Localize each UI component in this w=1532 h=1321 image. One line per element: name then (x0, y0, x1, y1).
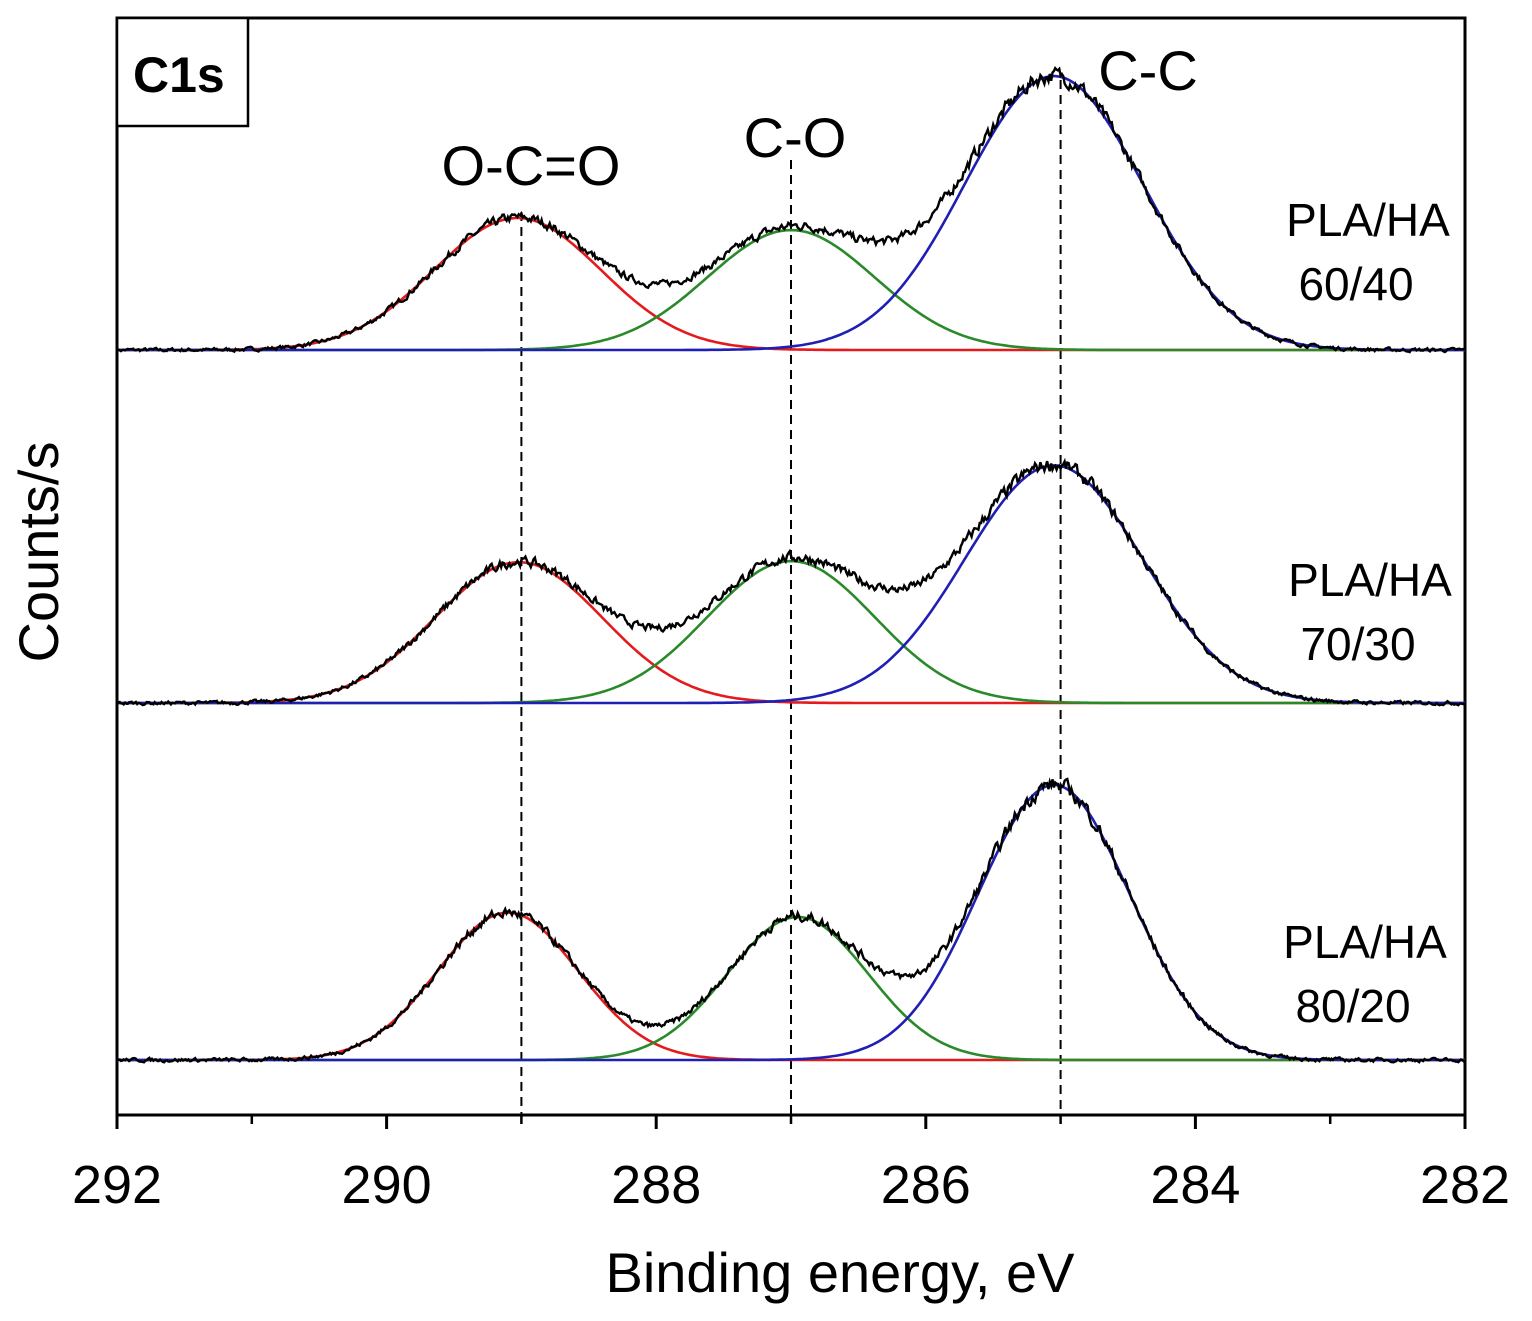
annotations: O-C=O C-O C-C PLA/HA 60/40 PLA/HA 70/30 PLA/HA 8… (442, 39, 1453, 1032)
x-tick-label: 282 (1420, 1155, 1510, 1215)
sample-label-material: PLA/HA (1283, 916, 1447, 968)
x-axis-ticks: 292 290 288 286 284 282 (72, 1115, 1510, 1215)
panel-label: C1s (133, 47, 225, 103)
sample-label-ratio: 60/40 (1298, 258, 1413, 310)
sample-label-ratio: 80/20 (1295, 980, 1410, 1032)
measured-spectrum (116, 777, 1466, 1064)
sample-label-material: PLA/HA (1288, 554, 1452, 606)
measured-spectrum (115, 66, 1466, 354)
peak-position-lines (520, 80, 1062, 1115)
peak-label: O-C=O (442, 134, 621, 197)
sample-label-material: PLA/HA (1286, 194, 1450, 246)
peak-label: C-O (744, 106, 847, 169)
x-tick-label: 290 (342, 1155, 432, 1215)
spectra (115, 66, 1466, 1064)
measured-spectrum (116, 457, 1466, 707)
y-axis-title: Counts/s (7, 442, 70, 663)
x-tick-label: 286 (881, 1155, 971, 1215)
x-axis-title: Binding energy, eV (605, 1241, 1075, 1304)
peak-label: C-C (1098, 39, 1198, 102)
panel-label-box (115, 16, 250, 128)
x-tick-label: 284 (1150, 1155, 1240, 1215)
x-tick-label: 288 (611, 1155, 701, 1215)
sample-label-ratio: 70/30 (1300, 618, 1415, 670)
x-tick-label: 292 (72, 1155, 162, 1215)
